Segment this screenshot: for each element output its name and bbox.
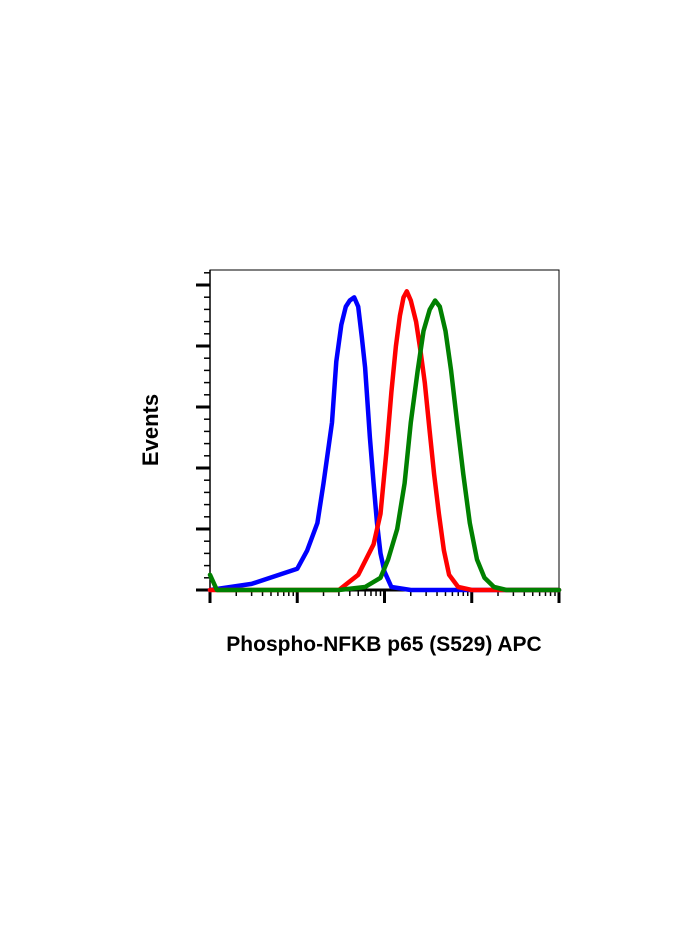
series-line-2 [207, 289, 562, 593]
x-axis-label: Phospho-NFKB p65 (S529) APC [226, 633, 541, 656]
y-axis-label: Events [138, 394, 163, 466]
plot-frame [209, 269, 560, 591]
series-group [207, 289, 562, 593]
series-line-1 [207, 295, 562, 593]
axes [196, 269, 561, 603]
series-line-3 [207, 298, 562, 593]
